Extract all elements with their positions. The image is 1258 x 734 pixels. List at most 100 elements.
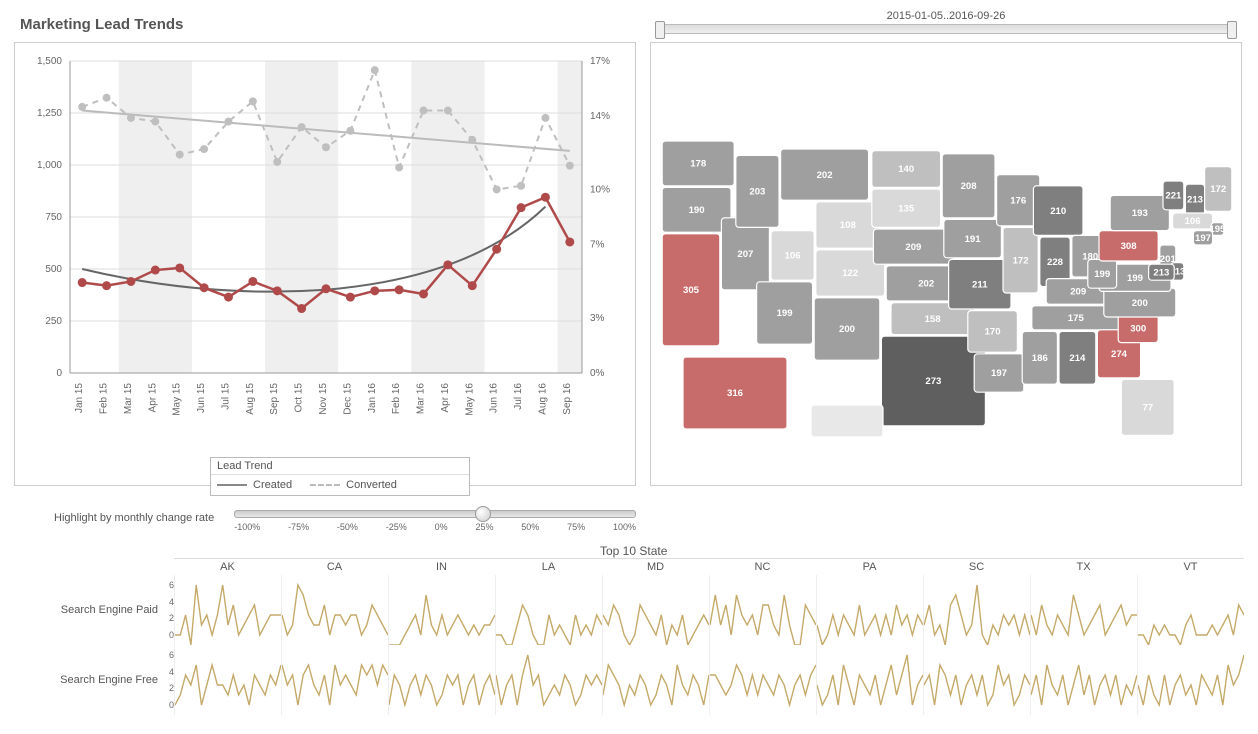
spark-cell-AK[interactable]: [174, 645, 281, 715]
date-range-thumb-right[interactable]: [1227, 21, 1237, 39]
spark-col-LA: LA: [495, 558, 602, 575]
date-range-slider[interactable]: 2015-01-05..2016-09-26: [650, 10, 1242, 38]
lead-trend-legend: Lead Trend Created Converted: [210, 457, 470, 496]
map-state-label-WA: 178: [690, 159, 707, 170]
svg-text:500: 500: [45, 264, 62, 275]
date-range-track[interactable]: [658, 24, 1234, 34]
svg-text:0: 0: [56, 368, 62, 379]
map-state-label-MS: 186: [1032, 353, 1048, 364]
map-state-HI[interactable]: [811, 405, 883, 437]
legend-swatch-created: [217, 484, 247, 486]
svg-text:3%: 3%: [590, 313, 605, 324]
map-state-label-WV: 199: [1094, 269, 1110, 280]
spark-cell-LA[interactable]: [495, 575, 602, 645]
highlight-slider-thumb[interactable]: [475, 506, 491, 522]
svg-text:May 15: May 15: [172, 383, 183, 416]
spark-cell-TX[interactable]: [1030, 575, 1137, 645]
spark-col-IN: IN: [388, 558, 495, 575]
date-range-label: 2015-01-05..2016-09-26: [650, 10, 1242, 22]
highlight-slider[interactable]: -100%-75%-50%-25%0%25%50%75%100%: [234, 504, 636, 532]
map-state-label-SC: 300: [1130, 323, 1146, 334]
svg-text:Mar 15: Mar 15: [123, 383, 134, 415]
spark-cell-IN[interactable]: [388, 575, 495, 645]
map-state-label-VA: 199: [1127, 273, 1143, 284]
svg-text:Sep 16: Sep 16: [562, 383, 573, 415]
svg-text:7%: 7%: [590, 240, 605, 251]
map-state-label-CA: 305: [683, 285, 700, 296]
map-state-label-OR: 190: [689, 205, 705, 216]
map-state-label-WY: 108: [840, 220, 857, 231]
svg-text:Apr 15: Apr 15: [147, 383, 158, 413]
highlight-tick: 50%: [521, 522, 539, 532]
svg-text:1,000: 1,000: [37, 160, 62, 171]
date-range-thumb-left[interactable]: [655, 21, 665, 39]
sparklines-grid: AKCAINLAMDNCPASCTXVT Search Engine Paid6…: [14, 558, 1244, 722]
spark-row-label: Search Engine Free: [14, 674, 164, 686]
map-state-label-TX: 273: [925, 376, 941, 387]
svg-text:Jun 16: Jun 16: [489, 383, 500, 413]
map-state-label-KY: 209: [1070, 287, 1086, 298]
spark-cell-CA[interactable]: [281, 645, 388, 715]
highlight-tick: -25%: [386, 522, 407, 532]
spark-col-SC: SC: [923, 558, 1030, 575]
spark-row: Search Engine Paid6420: [14, 575, 1244, 645]
legend-item-converted[interactable]: Converted: [310, 479, 397, 491]
spark-cell-TX[interactable]: [1030, 645, 1137, 715]
svg-text:750: 750: [45, 212, 62, 223]
spark-cell-CA[interactable]: [281, 575, 388, 645]
spark-cell-VT[interactable]: [1137, 575, 1244, 645]
map-state-label-MO: 211: [972, 279, 988, 290]
map-state-label-AL: 214: [1069, 353, 1086, 364]
spark-col-PA: PA: [816, 558, 923, 575]
spark-cell-MD[interactable]: [602, 575, 709, 645]
map-state-label-PA: 308: [1121, 241, 1138, 252]
spark-cell-SC[interactable]: [923, 645, 1030, 715]
svg-text:Jun 15: Jun 15: [196, 383, 207, 413]
map-state-label-MD: 213: [1153, 267, 1169, 278]
spark-cell-MD[interactable]: [602, 645, 709, 715]
highlight-slider-label: Highlight by monthly change rate: [54, 512, 214, 524]
spark-col-MD: MD: [602, 558, 709, 575]
spark-row-label: Search Engine Paid: [14, 604, 164, 616]
spark-cell-AK[interactable]: [174, 575, 281, 645]
highlight-slider-ticks: -100%-75%-50%-25%0%25%50%75%100%: [234, 522, 636, 532]
highlight-tick: 25%: [475, 522, 493, 532]
spark-row: Search Engine Free6420: [14, 645, 1244, 715]
spark-col-CA: CA: [281, 558, 388, 575]
spark-cell-LA[interactable]: [495, 645, 602, 715]
svg-text:Dec 15: Dec 15: [342, 383, 353, 415]
svg-text:Jan 16: Jan 16: [367, 383, 378, 413]
state-choropleth-map[interactable]: 1781903052072031061992021081222001401352…: [650, 42, 1242, 486]
map-state-label-IA: 191: [965, 234, 982, 245]
spark-cell-VT[interactable]: [1137, 645, 1244, 715]
map-state-label-MT: 202: [817, 170, 833, 181]
spark-cell-IN[interactable]: [388, 645, 495, 715]
map-state-label-WI: 176: [1010, 195, 1026, 206]
spark-cell-PA[interactable]: [816, 645, 923, 715]
map-state-label-NH: 213: [1187, 195, 1203, 206]
lead-trend-chart[interactable]: 02505007501,0001,2501,5000%3%7%10%14%17%…: [14, 42, 636, 486]
legend-item-created[interactable]: Created: [217, 479, 292, 491]
svg-text:Aug 15: Aug 15: [245, 383, 256, 415]
svg-text:Jul 15: Jul 15: [220, 383, 231, 410]
svg-text:Oct 15: Oct 15: [294, 383, 305, 413]
legend-title: Lead Trend: [211, 458, 469, 475]
map-state-label-NY: 193: [1132, 208, 1148, 219]
svg-text:17%: 17%: [590, 56, 610, 67]
highlight-slider-track[interactable]: [234, 510, 636, 518]
spark-cell-SC[interactable]: [923, 575, 1030, 645]
spark-cell-NC[interactable]: [709, 645, 816, 715]
spark-cell-PA[interactable]: [816, 575, 923, 645]
map-state-label-AR: 170: [985, 327, 1001, 338]
map-state-label-IL: 172: [1013, 255, 1029, 266]
map-state-label-MI: 210: [1050, 206, 1066, 217]
highlight-tick: -100%: [234, 522, 260, 532]
map-state-label-ID: 203: [749, 187, 765, 198]
svg-text:Jan 15: Jan 15: [74, 383, 85, 413]
map-state-label-ME: 172: [1210, 184, 1226, 195]
svg-text:Feb 15: Feb 15: [99, 383, 110, 415]
spark-col-AK: AK: [174, 558, 281, 575]
svg-text:Jul 16: Jul 16: [513, 383, 524, 410]
map-state-label-NV: 207: [737, 249, 753, 260]
spark-cell-NC[interactable]: [709, 575, 816, 645]
